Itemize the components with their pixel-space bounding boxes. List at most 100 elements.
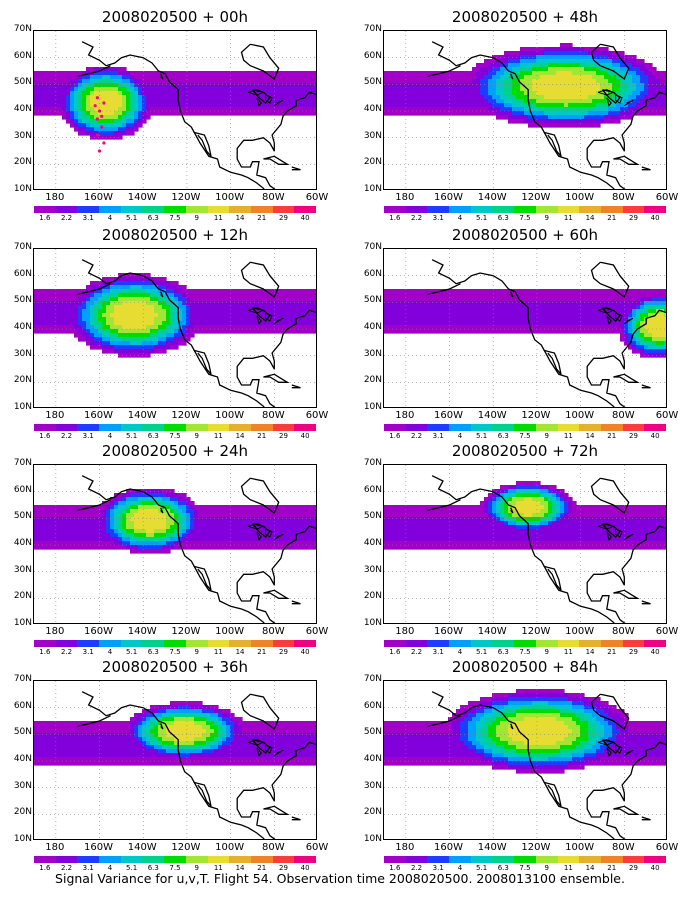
colorbar-swatch — [142, 206, 165, 213]
heat-cell — [472, 325, 477, 330]
heat-cell — [182, 309, 187, 314]
heat-cell — [130, 533, 135, 538]
heat-cell — [238, 325, 243, 330]
heat-cell — [664, 353, 666, 358]
heat-cell — [78, 337, 83, 342]
heat-cell — [110, 345, 115, 350]
heat-cell — [42, 297, 47, 302]
heat-cell — [138, 87, 143, 92]
heat-cell — [660, 99, 665, 104]
heat-cell — [552, 59, 557, 64]
heat-cell — [106, 501, 111, 506]
heat-cell — [82, 329, 87, 334]
heat-cell — [536, 99, 541, 104]
heat-cell — [186, 521, 191, 526]
latitude-tick-label: 70N — [13, 24, 32, 34]
heat-cell — [146, 297, 151, 302]
heat-cell — [118, 273, 123, 278]
heat-cell — [234, 529, 239, 534]
heat-cell — [38, 111, 43, 116]
heat-cell — [98, 545, 103, 550]
heat-cell — [528, 51, 533, 56]
heat-cell — [230, 525, 235, 530]
heat-cell — [508, 83, 513, 88]
heat-cell — [552, 305, 557, 310]
heat-cell — [170, 489, 175, 494]
heat-cell — [452, 83, 457, 88]
heat-cell — [640, 321, 645, 326]
heat-cell — [126, 509, 131, 514]
heat-cell — [472, 67, 477, 72]
heat-cell — [138, 313, 143, 318]
heat-cell — [310, 75, 315, 80]
heat-cell — [624, 83, 629, 88]
colorbar-swatch — [207, 206, 230, 213]
heat-cell — [636, 301, 641, 306]
latitude-tick-label: 50N — [13, 77, 32, 88]
heat-cell — [154, 305, 159, 310]
heat-cell — [290, 293, 295, 298]
heat-cell — [652, 333, 657, 338]
heat-cell — [306, 521, 311, 526]
heat-cell — [500, 289, 505, 294]
heat-cell — [122, 83, 127, 88]
heat-cell — [234, 321, 239, 326]
heat-cell — [492, 493, 497, 498]
heat-cell — [552, 95, 557, 100]
heat-cell — [78, 537, 83, 542]
heat-cell — [182, 341, 187, 346]
heat-cell — [150, 71, 155, 76]
heat-cell — [286, 83, 291, 88]
heat-cell — [150, 281, 155, 286]
heat-cell — [182, 293, 187, 298]
heat-cell — [584, 293, 589, 298]
colorbar-swatch — [142, 424, 165, 431]
heat-cell — [182, 513, 187, 518]
heat-cell — [632, 297, 637, 302]
heat-cell — [130, 325, 135, 330]
heat-cell — [640, 301, 645, 306]
heat-cell — [298, 289, 303, 294]
heat-cell — [106, 525, 111, 530]
heat-cell — [182, 501, 187, 506]
heat-cell — [660, 325, 665, 330]
heat-cell — [472, 103, 477, 108]
heat-cell — [500, 71, 505, 76]
heat-cell — [520, 63, 525, 68]
heat-cell — [488, 289, 493, 294]
heat-cell — [94, 281, 99, 286]
heat-cell — [166, 329, 171, 334]
heat-cell — [130, 95, 135, 100]
heat-cell — [102, 525, 107, 530]
heat-cell — [576, 63, 581, 68]
heat-cell — [648, 345, 653, 350]
heat-cell — [544, 119, 549, 124]
heat-cell — [126, 281, 131, 286]
heat-cell — [54, 111, 59, 116]
heat-cell — [82, 509, 87, 514]
heat-cell — [552, 325, 557, 330]
heat-cell — [608, 71, 613, 76]
heat-cell — [246, 103, 251, 108]
heat-cell — [146, 525, 151, 530]
heat-cell — [182, 313, 187, 318]
heat-cell — [126, 537, 131, 542]
heat-cell — [544, 107, 549, 112]
heat-cell — [484, 107, 489, 112]
heat-cell — [452, 91, 457, 96]
heat-cell — [290, 297, 295, 302]
heat-cell — [424, 329, 429, 334]
heat-cell — [218, 505, 223, 510]
heat-cell — [314, 505, 316, 510]
heat-cell — [94, 513, 99, 518]
heat-cell — [206, 95, 211, 100]
heat-cell — [540, 83, 545, 88]
heat-cell — [98, 541, 103, 546]
heat-cell — [496, 297, 501, 302]
longitude-tick-label: 80W — [261, 192, 285, 203]
heat-cell — [524, 51, 529, 56]
heat-cell — [460, 111, 465, 116]
heat-cell — [278, 111, 283, 116]
heat-cell — [416, 325, 421, 330]
heat-cell — [166, 305, 171, 310]
